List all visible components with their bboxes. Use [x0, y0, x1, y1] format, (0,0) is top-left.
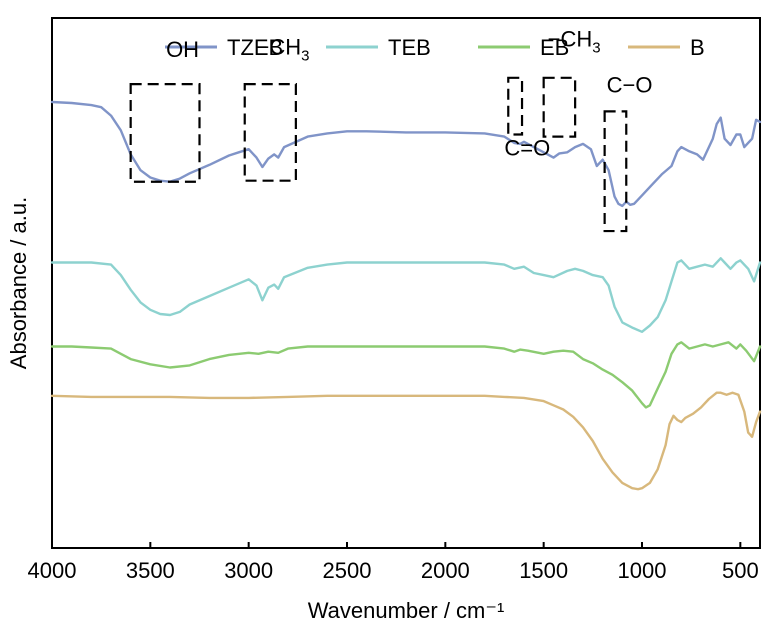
- annotation-label: −CH3: [257, 35, 310, 65]
- legend-label: B: [690, 35, 705, 60]
- series-line-b: [50, 391, 762, 491]
- series-line-teb: [50, 257, 762, 333]
- x-tick-label-4000: 4000: [28, 558, 77, 583]
- annotation-box: [603, 110, 628, 233]
- series-line-eb: [50, 341, 762, 409]
- series-line-tzeb: [50, 100, 762, 208]
- legend-label: TZEB: [227, 35, 283, 60]
- annotation-box: [243, 83, 297, 182]
- legend-item-tzeb: TZEB: [165, 35, 283, 60]
- annotation-label: −CH3: [548, 26, 601, 56]
- y-axis-label: Absorbance / a.u.: [6, 197, 31, 369]
- legend-item-teb: TEB: [326, 35, 431, 60]
- annotation-2: C=O: [504, 76, 550, 160]
- legend-item-b: B: [628, 35, 705, 60]
- annotation-0: OH: [129, 37, 201, 183]
- plot-frame: [51, 17, 761, 549]
- annotation-label: C−O: [607, 73, 653, 98]
- legend-label: EB: [540, 35, 569, 60]
- x-tick-label-1500: 1500: [519, 558, 568, 583]
- annotation-label: C=O: [504, 135, 550, 160]
- annotation-box: [542, 76, 577, 138]
- x-tick-label-3000: 3000: [224, 558, 273, 583]
- series-layer: [50, 100, 762, 491]
- x-tick-label-3500: 3500: [126, 558, 175, 583]
- annotation-4: C−O: [603, 73, 653, 233]
- annotation-1: −CH3: [243, 35, 310, 182]
- x-axis-ticks: 4000 3500 3000 2500 2000 1500 1000 500: [28, 542, 759, 583]
- x-tick-label-2500: 2500: [323, 558, 372, 583]
- legend-item-eb: EB: [478, 35, 569, 60]
- x-tick-label-500: 500: [722, 558, 759, 583]
- plot-border: [51, 17, 761, 549]
- annotation-box: [507, 76, 524, 136]
- x-axis-label: Wavenumber / cm⁻¹: [308, 598, 505, 623]
- legend: TZEB TEB EB B: [165, 35, 705, 60]
- x-tick-label-1000: 1000: [618, 558, 667, 583]
- legend-label: TEB: [388, 35, 431, 60]
- annotation-label: OH: [166, 37, 199, 62]
- x-tick-label-2000: 2000: [421, 558, 470, 583]
- annotation-3: −CH3: [542, 26, 601, 138]
- annotation-box: [129, 83, 201, 183]
